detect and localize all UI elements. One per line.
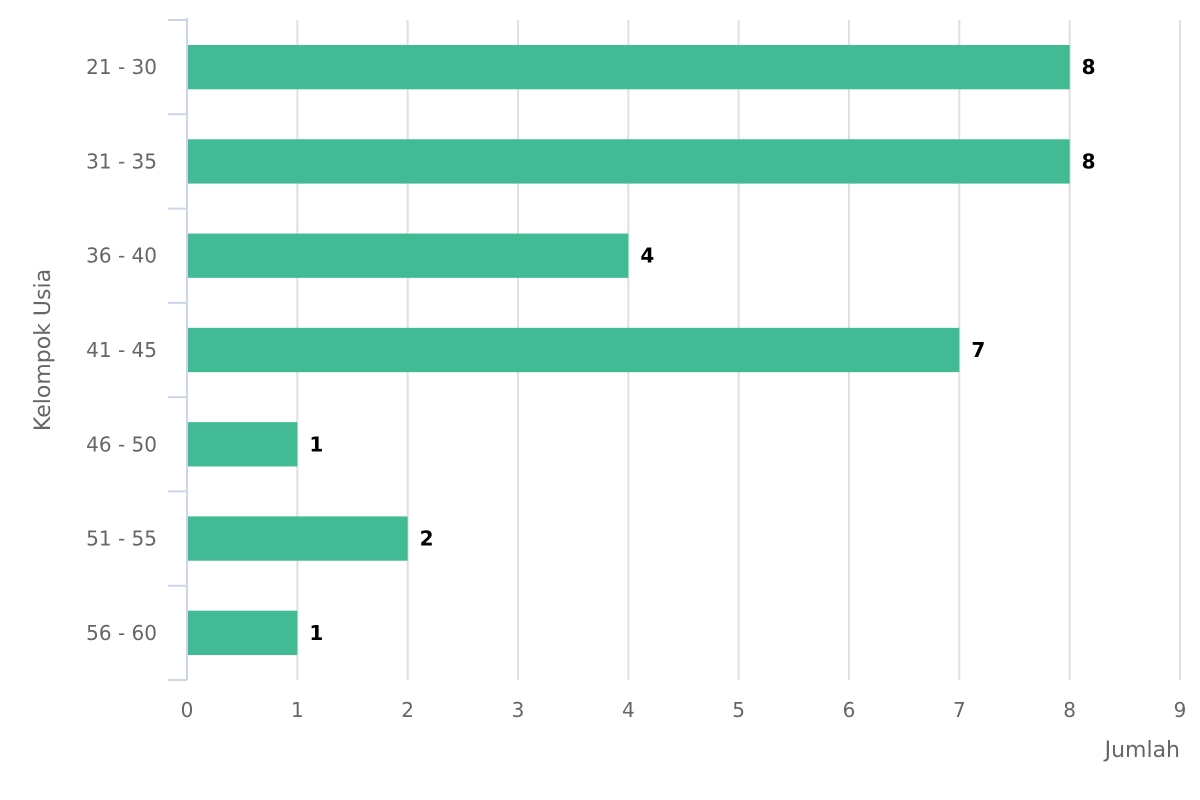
x-tick-label: 4 [622, 698, 635, 722]
bar-value-label: 8 [1082, 149, 1096, 173]
axes: 0 1 2 3 4 5 6 7 8 9 21 - 30 31 - 35 36 - 40 41 - 45 46… [86, 18, 1186, 722]
bar-value-label: 1 [309, 621, 323, 645]
bar [188, 233, 629, 278]
bar [188, 139, 1070, 184]
x-tick-label: 5 [732, 698, 745, 722]
bar [188, 516, 408, 561]
y-tick-label: 56 - 60 [86, 621, 157, 645]
y-tick-label: 41 - 45 [86, 338, 157, 362]
bar [188, 44, 1070, 90]
bar-value-label: 7 [971, 338, 985, 362]
bar-value-label: 4 [640, 244, 654, 268]
y-tick-label: 36 - 40 [86, 244, 157, 268]
bar-value-label: 2 [420, 527, 434, 551]
x-axis-title: Jumlah [1103, 738, 1180, 763]
y-tick-label: 21 - 30 [86, 55, 157, 79]
x-tick-label: 1 [291, 698, 304, 722]
x-tick-label: 0 [181, 698, 194, 722]
y-tick-label: 46 - 50 [86, 432, 157, 456]
bar-value-label: 8 [1082, 55, 1096, 79]
x-tick-label: 9 [1174, 698, 1187, 722]
x-tick-label: 3 [512, 698, 525, 722]
y-tick-label: 31 - 35 [86, 149, 157, 173]
x-tick-label: 8 [1063, 698, 1076, 722]
data-labels: 8 8 4 7 1 2 1 [309, 55, 1095, 645]
y-axis-title: Kelompok Usia [31, 269, 56, 431]
x-tick-label: 2 [401, 698, 414, 722]
x-tick-label: 7 [953, 698, 966, 722]
bar-value-label: 1 [309, 432, 323, 456]
bars [188, 44, 1070, 656]
y-tick-label: 51 - 55 [86, 527, 157, 551]
x-tick-label: 6 [843, 698, 856, 722]
bar [188, 327, 960, 373]
bar [188, 422, 298, 467]
bar [188, 610, 298, 656]
